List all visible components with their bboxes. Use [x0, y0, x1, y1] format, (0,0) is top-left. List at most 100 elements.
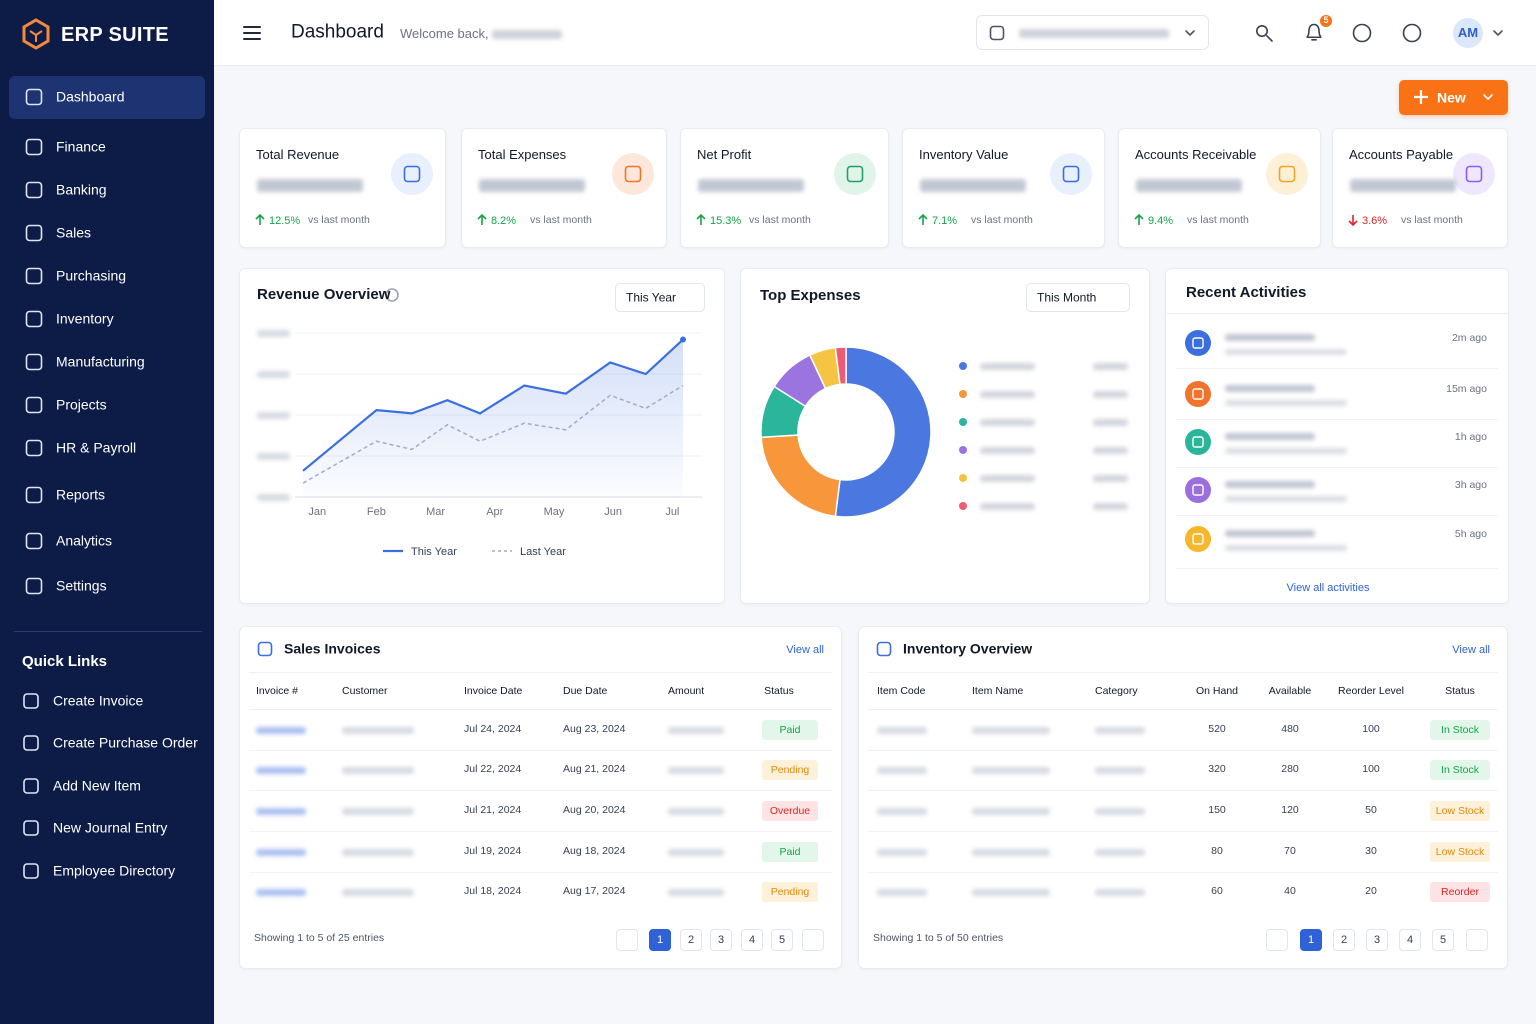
page-button[interactable]	[1399, 929, 1421, 951]
page-button[interactable]	[1300, 929, 1322, 951]
column-header: Amount	[668, 685, 705, 698]
status-badge	[762, 842, 818, 862]
expenses-card	[740, 268, 1150, 604]
page-button[interactable]	[710, 929, 732, 951]
nav-item[interactable]: Reports	[56, 486, 106, 503]
page-button[interactable]	[649, 929, 671, 951]
nav-item[interactable]: Analytics	[56, 532, 113, 549]
page-button[interactable]	[1432, 929, 1454, 951]
blurred-text	[1225, 432, 1315, 440]
kpi-change: 3.6%	[1362, 214, 1388, 227]
kpi-compare: vs last month	[1187, 214, 1249, 227]
blurred-text	[257, 411, 290, 419]
cell: 480	[1281, 723, 1299, 736]
nav-item[interactable]: Manufacturing	[56, 353, 145, 370]
page-number[interactable]: 3	[1373, 933, 1381, 946]
filter-label[interactable]: This Month	[1037, 290, 1097, 305]
section-title: Quick Links	[22, 652, 108, 670]
divider	[868, 750, 1498, 751]
blurred-text	[342, 766, 414, 774]
page-number[interactable]: 4	[748, 933, 756, 946]
activity-time: 2m ago	[1451, 332, 1487, 345]
blurred-text	[257, 370, 290, 378]
nav-item[interactable]: Finance	[56, 138, 106, 155]
divider	[1166, 313, 1508, 314]
kpi-change: 9.4%	[1148, 214, 1174, 227]
page-button[interactable]	[1366, 929, 1388, 951]
activity-time: 3h ago	[1454, 479, 1487, 492]
cell: Jul 19, 2024	[464, 845, 522, 858]
x-tick-label: Apr	[486, 505, 504, 518]
page-button[interactable]	[771, 929, 793, 951]
divider	[1176, 568, 1498, 569]
nav-item[interactable]: Sales	[56, 224, 92, 241]
cell: 100	[1362, 723, 1380, 736]
blurred-text	[972, 766, 1050, 774]
quick-link[interactable]: New Journal Entry	[53, 819, 168, 836]
legend-label: This Year	[411, 545, 457, 558]
blurred-text	[342, 807, 414, 815]
blurred-text	[668, 888, 724, 896]
page-button[interactable]	[741, 929, 763, 951]
kpi-compare: vs last month	[530, 214, 592, 227]
kpi-compare: vs last month	[971, 214, 1033, 227]
divider	[1176, 419, 1498, 420]
nav-item[interactable]: HR & Payroll	[56, 439, 137, 456]
avatar[interactable]	[1453, 18, 1483, 48]
page-button[interactable]	[1333, 929, 1355, 951]
page-number[interactable]: 2	[687, 933, 695, 946]
next-page[interactable]	[1466, 929, 1488, 951]
blurred-text	[877, 848, 927, 856]
page-number[interactable]: 3	[717, 933, 725, 946]
cell: Jul 18, 2024	[464, 885, 522, 898]
blurred-text	[980, 362, 1035, 370]
column-header: Due Date	[563, 685, 608, 698]
nav-item[interactable]: Banking	[56, 181, 107, 198]
nav-item[interactable]: Dashboard	[56, 88, 125, 105]
blurred-text	[257, 329, 290, 337]
prev-page[interactable]	[1266, 929, 1288, 951]
nav-item[interactable]: Inventory	[56, 310, 114, 327]
filter-label[interactable]: This Year	[626, 290, 677, 305]
column-header: Item Code	[877, 685, 926, 698]
new-button-label[interactable]: New	[1437, 89, 1466, 106]
blurred-text	[1225, 448, 1347, 454]
nav-item[interactable]: Purchasing	[56, 267, 127, 284]
column-header: Status	[764, 685, 794, 698]
blurred-text	[1093, 390, 1128, 398]
page-number[interactable]: 5	[778, 933, 786, 946]
quick-link[interactable]: Create Purchase Order	[53, 734, 198, 751]
page-number[interactable]: 1	[656, 933, 664, 946]
blurred-text	[980, 446, 1035, 454]
blurred-text	[1225, 545, 1347, 551]
nav-item[interactable]: Projects	[56, 396, 107, 413]
divider	[868, 709, 1498, 710]
blurred-text	[668, 848, 724, 856]
page-number[interactable]: 4	[1406, 933, 1414, 946]
prev-page[interactable]	[616, 929, 638, 951]
blurred-text	[972, 848, 1050, 856]
nav-item[interactable]: Settings	[56, 577, 107, 594]
activity-time: 5h ago	[1454, 528, 1487, 541]
next-page[interactable]	[802, 929, 824, 951]
kpi-change: 8.2%	[491, 214, 517, 227]
blurred-text	[668, 807, 724, 815]
avatar-initials: AM	[1457, 24, 1479, 40]
blurred-text	[256, 807, 306, 815]
quick-link[interactable]: Employee Directory	[53, 862, 176, 879]
column-header: Item Name	[972, 685, 1024, 698]
quick-link[interactable]: Add New Item	[53, 777, 141, 794]
page-number[interactable]: 2	[1340, 933, 1348, 946]
page-number[interactable]: 1	[1307, 933, 1315, 946]
column-header: On Hand	[1195, 685, 1239, 698]
view-all-link[interactable]: View all activities	[1286, 581, 1370, 594]
blurred-text	[1019, 28, 1169, 38]
view-all-link[interactable]: View all	[1452, 643, 1490, 656]
cell: 30	[1365, 845, 1377, 858]
page-button[interactable]	[680, 929, 702, 951]
view-all-link[interactable]: View all	[786, 643, 824, 656]
quick-link[interactable]: Create Invoice	[53, 692, 144, 709]
brand: ERP SUITE	[61, 24, 169, 46]
page-number[interactable]: 5	[1439, 933, 1447, 946]
